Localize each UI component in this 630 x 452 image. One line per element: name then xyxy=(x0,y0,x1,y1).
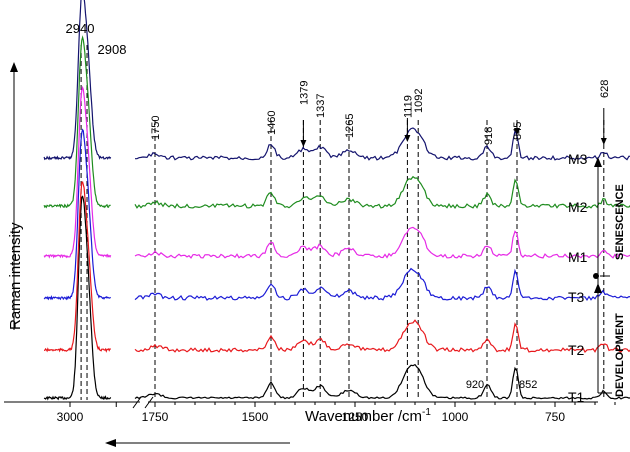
peak-label-628: 628 xyxy=(599,80,611,98)
series-label-M1: M1 xyxy=(568,249,588,265)
peak-label-920: 920 xyxy=(466,379,484,391)
x-axis: 30001750150012501000750500 xyxy=(4,396,616,424)
stage-divider-dot xyxy=(593,273,599,279)
x-axis-title: Wavenumber /cm-1 xyxy=(305,407,431,425)
spectrum-T2 xyxy=(43,181,630,354)
spectrum-M1 xyxy=(43,85,630,259)
spectrum-T3 xyxy=(43,128,630,302)
peak-label-1750: 1750 xyxy=(150,116,162,140)
axis-break-mark-2 xyxy=(144,396,154,409)
development-label: DEVELOPMENT xyxy=(614,313,626,397)
series-label-T3: T3 xyxy=(568,289,585,305)
spectrum-M2 xyxy=(43,35,630,209)
x-direction-arrowhead xyxy=(105,439,116,447)
senescence-label: SENESCENCE xyxy=(614,184,626,260)
peak-label-1119: 1119 xyxy=(402,95,414,118)
y-axis-arrowhead xyxy=(10,62,18,72)
peak-label-852: 852 xyxy=(519,379,537,391)
spectrum-M3 xyxy=(43,0,630,161)
series-label-T1: T1 xyxy=(568,389,585,405)
peak-arrowhead-1379 xyxy=(300,140,307,147)
series-label-T2: T2 xyxy=(568,342,585,358)
series-label-M3: M3 xyxy=(568,151,588,167)
y-axis-title: Raman intensity xyxy=(7,222,24,330)
x-tick-label-3000: 3000 xyxy=(57,410,84,424)
x-tick-label-1250: 1250 xyxy=(342,410,369,424)
series-label-M2: M2 xyxy=(568,199,588,215)
peak-label-1460: 1460 xyxy=(266,111,278,135)
axis-break-mark-1 xyxy=(132,396,142,409)
peak-label-2908: 2908 xyxy=(98,42,127,57)
senescence-arrowhead xyxy=(594,157,602,167)
peak-label-918: 918 xyxy=(483,127,495,145)
peak-arrowhead-628 xyxy=(600,138,607,145)
spectrum-T1 xyxy=(43,195,630,401)
peak-label-1265: 1265 xyxy=(344,114,356,138)
x-tick-label-1750: 1750 xyxy=(142,410,169,424)
peak-label-2940: 2940 xyxy=(66,21,95,36)
x-tick-label-1000: 1000 xyxy=(442,410,469,424)
series-labels: T1 T2 T3 M1 M2 M3 xyxy=(568,151,588,405)
peak-arrowhead-845 xyxy=(514,128,520,135)
peak-label-1379: 1379 xyxy=(298,81,310,105)
peak-arrowhead-1119 xyxy=(404,135,411,142)
x-tick-label-750: 750 xyxy=(545,410,565,424)
peak-label-1092: 1092 xyxy=(413,89,425,113)
spectra-group xyxy=(43,0,630,401)
peak-label-1337: 1337 xyxy=(315,94,327,118)
development-arrowhead xyxy=(594,283,602,293)
peak-arrows xyxy=(300,108,607,147)
x-tick-label-1500: 1500 xyxy=(242,410,269,424)
